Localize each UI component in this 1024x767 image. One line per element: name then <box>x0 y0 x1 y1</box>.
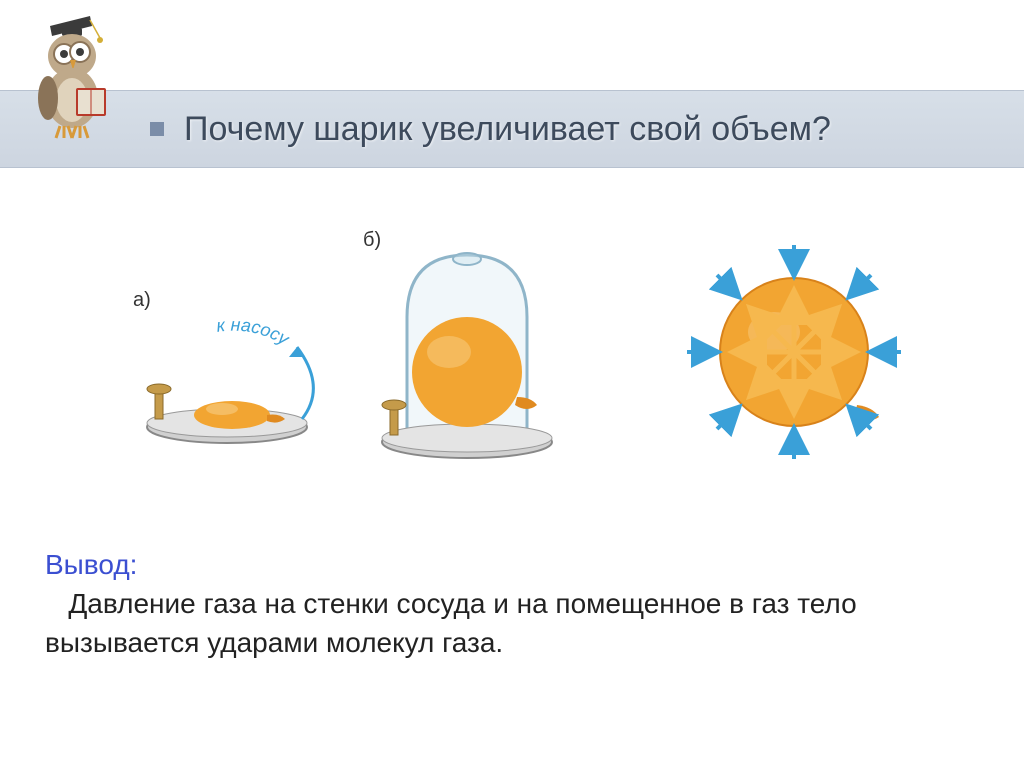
owl-mascot <box>20 8 120 148</box>
panel-a: а) к насосу <box>127 297 337 472</box>
experiment-pair: а) к насосу <box>115 225 589 484</box>
pressure-balloon-diagram <box>679 237 909 472</box>
diagram-row: а) к насосу <box>0 225 1024 484</box>
slide-title: Почему шарик увеличивает свой объем? <box>184 110 831 149</box>
conclusion-text: Давление газа на стенки сосуда и на поме… <box>45 584 905 662</box>
pump-label: к насосу <box>215 315 293 350</box>
title-bar: Почему шарик увеличивает свой объем? <box>0 90 1024 168</box>
title-bullet <box>150 122 164 136</box>
panel-b: б) <box>357 237 577 472</box>
label-b: б) <box>363 229 381 252</box>
conclusion-block: Вывод: Давление газа на стенки сосуда и … <box>45 545 905 663</box>
label-a: а) <box>133 289 151 312</box>
conclusion-label: Вывод: <box>45 545 905 584</box>
svg-text:к насосу: к насосу <box>215 315 293 350</box>
